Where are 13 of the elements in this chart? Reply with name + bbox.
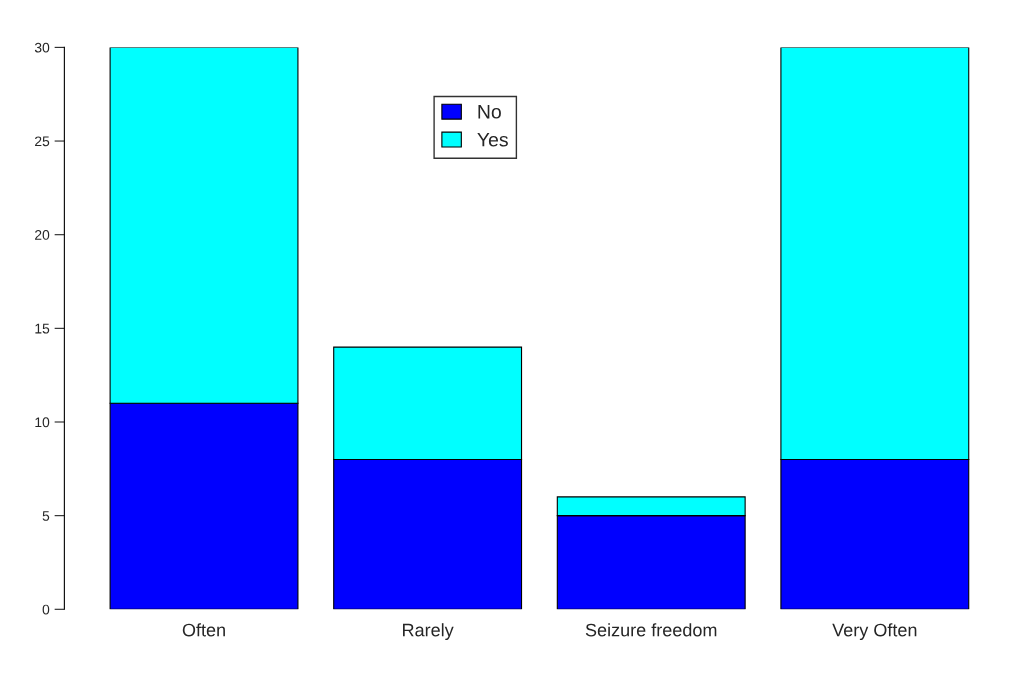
x-tick-label: Often xyxy=(182,623,225,637)
y-tick-label: 10 xyxy=(35,417,50,428)
x-tick-label: Seizure freedom xyxy=(585,623,717,637)
y-tick-label: 25 xyxy=(35,136,50,147)
legend-label: Yes xyxy=(477,132,508,147)
y-tick-label: 30 xyxy=(34,42,50,53)
y-tick-label: 5 xyxy=(42,511,50,521)
y-tick-label: 0 xyxy=(42,604,50,615)
y-tick-label: 20 xyxy=(35,230,50,240)
x-tick-label: Very Often xyxy=(832,623,917,641)
x-tick-label: Rarely xyxy=(403,623,454,641)
legend-label: No xyxy=(478,105,501,119)
y-tick-label: 15 xyxy=(35,323,50,334)
